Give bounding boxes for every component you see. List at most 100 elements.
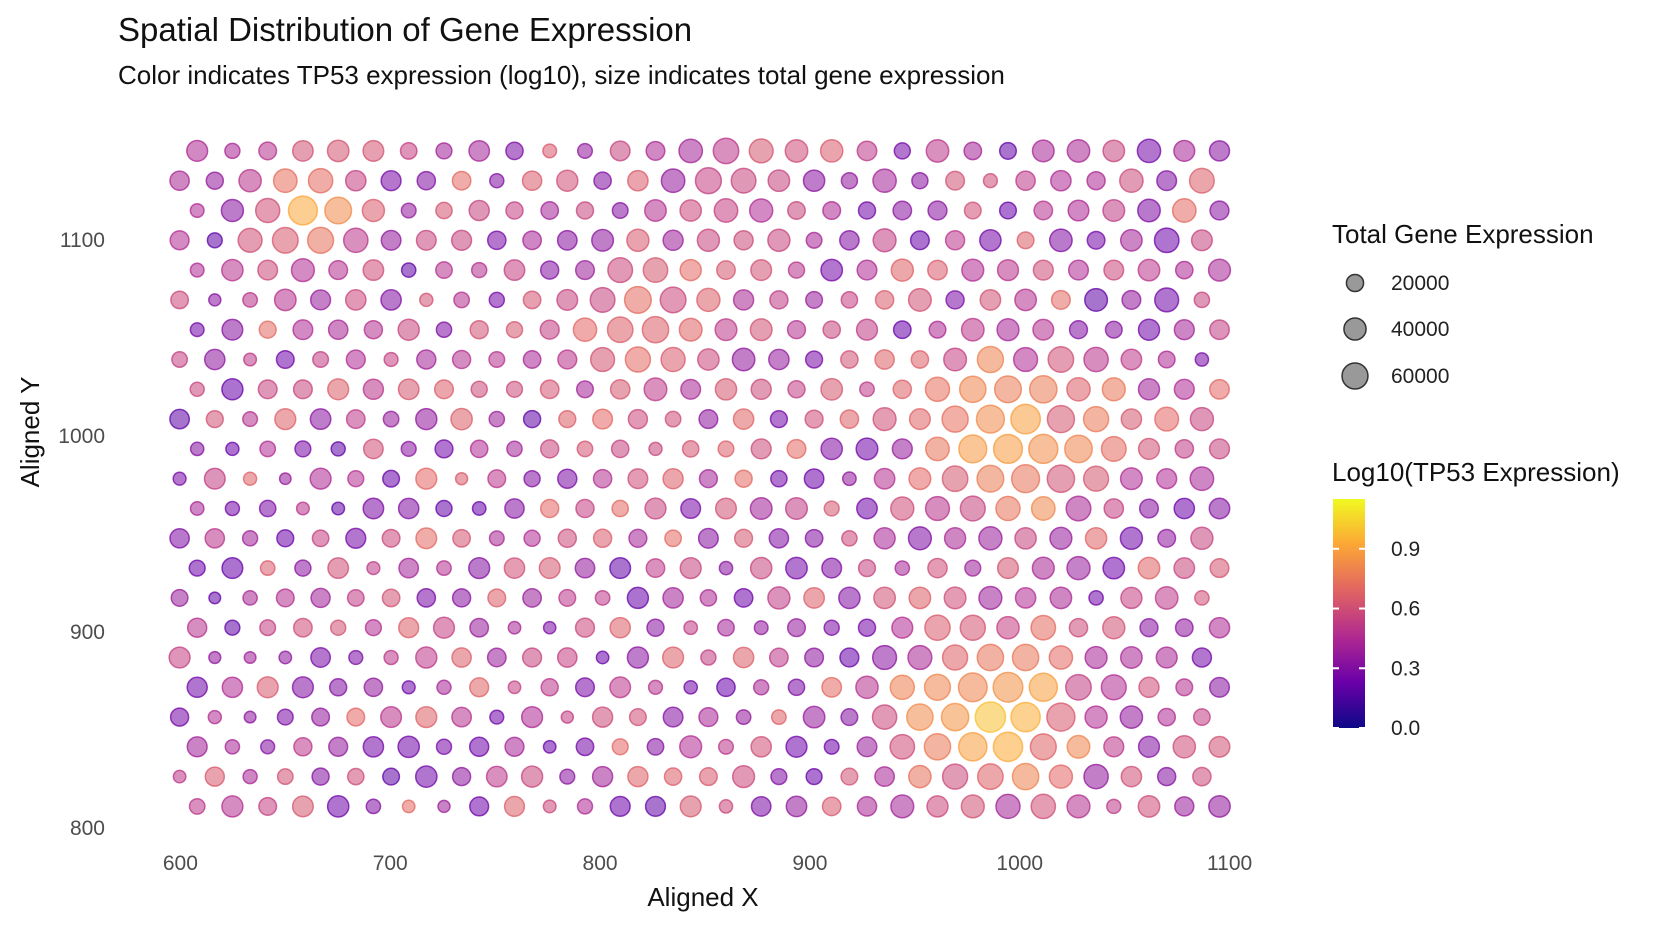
data-point: [574, 557, 596, 579]
data-point: [718, 560, 734, 576]
data-point: [874, 349, 895, 370]
data-point: [186, 736, 208, 758]
data-point: [1047, 346, 1075, 373]
data-point: [1084, 705, 1108, 729]
data-point: [1031, 139, 1055, 163]
data-point: [856, 497, 878, 520]
data-point: [291, 139, 314, 162]
data-point: [770, 709, 787, 726]
data-point: [960, 794, 985, 819]
data-point: [189, 322, 205, 338]
data-point: [1156, 170, 1178, 192]
data-point: [679, 735, 703, 759]
data-point: [838, 586, 861, 610]
data-point: [572, 317, 598, 343]
data-point: [556, 288, 579, 311]
data-point: [1156, 468, 1178, 490]
data-point: [221, 258, 244, 282]
data-point: [892, 379, 913, 400]
x-tick-label: 800: [583, 852, 618, 875]
data-point: [170, 588, 189, 607]
size-legend-key: [1345, 273, 1365, 293]
data-point: [717, 440, 735, 458]
data-point: [208, 591, 222, 605]
data-point: [557, 468, 578, 489]
data-point: [958, 375, 987, 404]
data-point: [943, 527, 967, 550]
data-point: [345, 527, 367, 549]
data-point: [169, 527, 190, 549]
data-point: [839, 409, 860, 429]
size-legend-label: 40000: [1391, 318, 1449, 341]
data-point: [840, 767, 859, 786]
data-point: [611, 738, 629, 756]
data-point: [1157, 707, 1177, 727]
data-point: [1120, 586, 1143, 610]
data-point: [324, 196, 353, 225]
data-point: [188, 559, 206, 577]
data-point: [1066, 734, 1091, 759]
data-point: [627, 169, 649, 192]
data-point: [609, 557, 632, 580]
data-point: [872, 228, 897, 253]
data-point: [469, 617, 490, 638]
y-tick-label: 1100: [60, 229, 105, 252]
data-point: [207, 709, 223, 725]
data-point: [627, 408, 649, 430]
data-point: [1086, 170, 1106, 191]
data-point: [542, 143, 558, 159]
data-point: [1190, 526, 1214, 551]
data-point: [362, 259, 385, 282]
data-point: [753, 620, 769, 636]
data-point: [610, 439, 630, 459]
data-point: [539, 260, 560, 280]
data-point: [626, 586, 650, 610]
data-point: [1086, 230, 1106, 250]
data-point: [221, 676, 244, 699]
data-point: [734, 469, 753, 488]
data-point: [1102, 139, 1126, 163]
data-point: [678, 138, 704, 164]
data-point: [260, 739, 276, 755]
data-point: [522, 409, 542, 429]
data-point: [644, 795, 667, 818]
data-point: [646, 618, 665, 637]
data-point: [679, 795, 702, 818]
data-point: [436, 560, 452, 577]
data-point: [871, 644, 898, 671]
data-point: [750, 378, 772, 401]
data-point: [1084, 526, 1108, 550]
data-point: [680, 378, 702, 400]
data-point: [274, 407, 297, 431]
data-point: [784, 138, 809, 163]
data-point: [786, 618, 807, 638]
data-point: [941, 465, 969, 493]
data-point: [1088, 590, 1104, 606]
data-point: [924, 376, 951, 403]
data-point: [1103, 498, 1125, 519]
data-point: [1137, 318, 1161, 341]
data-point: [539, 439, 560, 459]
data-point: [974, 701, 1007, 733]
data-point: [415, 705, 438, 729]
data-point: [556, 647, 578, 668]
data-point: [362, 735, 385, 758]
data-point: [1082, 405, 1110, 433]
data-point: [344, 169, 367, 192]
data-point: [767, 169, 791, 193]
color-legend-label: 0.3: [1391, 657, 1420, 680]
data-point: [645, 558, 666, 579]
data-point: [380, 289, 402, 311]
data-point: [678, 317, 703, 342]
data-point: [945, 170, 966, 191]
data-point: [242, 768, 258, 785]
data-point: [574, 677, 596, 698]
data-point: [520, 765, 544, 788]
data-point: [171, 351, 189, 368]
data-point: [504, 498, 525, 519]
data-point: [1174, 439, 1195, 459]
data-point: [1068, 320, 1089, 340]
data-point: [908, 586, 932, 610]
data-point: [785, 556, 808, 580]
data-point: [841, 471, 857, 487]
